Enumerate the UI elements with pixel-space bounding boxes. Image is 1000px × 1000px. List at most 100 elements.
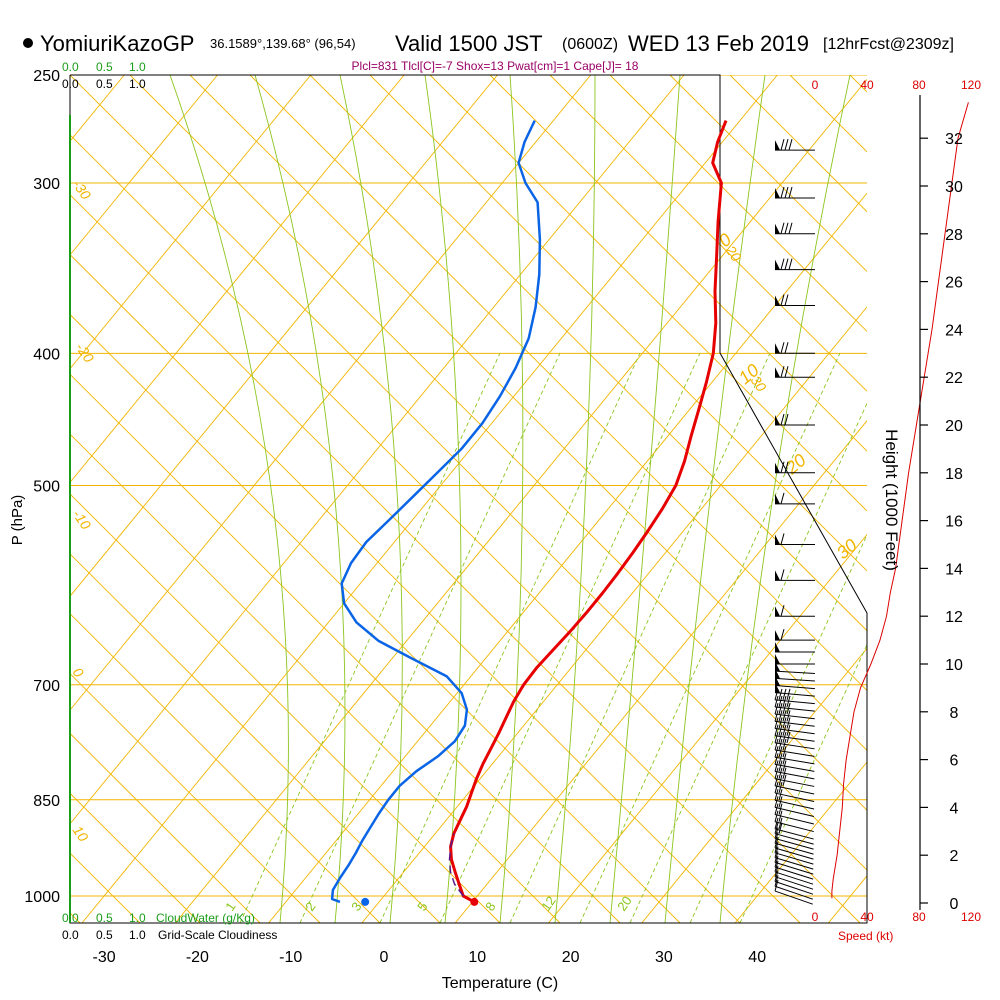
isotherm-line <box>70 75 218 256</box>
valid-date: WED 13 Feb 2019 <box>628 31 809 56</box>
temperature-tick-label: 0 <box>380 949 389 966</box>
wind-barb-feather <box>778 703 783 715</box>
wind-barb-staff <box>774 771 815 780</box>
wind-barb-feather <box>774 774 779 787</box>
wind-barb-feather <box>780 342 785 354</box>
dry-adiabat-label: 20 <box>781 450 810 479</box>
dry-adiabat-line <box>970 75 1000 923</box>
wind-barb-feather <box>780 258 785 270</box>
mixing-ratio-line <box>689 533 867 923</box>
wind-barb-flag <box>775 606 780 617</box>
wind-barb-feather <box>780 366 785 378</box>
wind-barb-feather <box>774 703 779 715</box>
wind-barb-feather <box>778 731 783 744</box>
speed-profile-line <box>831 102 969 899</box>
valid-zulu: (0600Z) <box>562 36 618 53</box>
dry-adiabat-label: -10 <box>70 507 95 533</box>
surface-dewpoint-point <box>361 897 370 906</box>
height-tick-label: 26 <box>945 275 963 292</box>
moist-adiabat-line <box>499 75 524 923</box>
wind-barb-feather <box>774 822 779 834</box>
speed-tick-label-bottom: 120 <box>961 910 981 924</box>
speed-tick-label-top: 80 <box>912 78 926 92</box>
wind-barb-staff <box>774 756 815 765</box>
mixing-ratio-line <box>629 402 867 923</box>
surface-temperature-point <box>470 897 479 906</box>
height-tick-label: 28 <box>945 227 963 244</box>
station-name: YomiuriKazoGP <box>40 31 194 56</box>
speed-tick-label-top: 120 <box>961 78 981 92</box>
dry-adiabat-line <box>70 553 441 923</box>
wind-barb-feather <box>774 767 779 779</box>
y-axis-label: P (hPa) <box>9 495 26 546</box>
dry-adiabat-line <box>429 75 867 512</box>
speed-tick-label-top: 0 <box>812 78 819 92</box>
wind-barb <box>775 533 815 545</box>
speed-axis-label: Speed (kt) <box>838 929 893 943</box>
mixing-ratio-line <box>299 352 561 923</box>
mixing-ratio-line <box>579 352 841 923</box>
height-tick-label: 20 <box>945 418 963 435</box>
temperature-tick-label: 30 <box>655 949 673 966</box>
moist-adiabat-line <box>339 75 403 923</box>
dry-adiabat-line <box>729 75 867 213</box>
wind-speed-profile <box>831 102 969 899</box>
cloudwater-tick-label-bottom: 0.5 <box>96 911 113 925</box>
wind-barb-feather <box>780 222 785 234</box>
wind-barb-feather <box>778 746 783 758</box>
mixing-ratio-label: 2 <box>302 899 318 914</box>
wind-barb <box>774 661 815 675</box>
height-tick-label: 18 <box>945 466 963 483</box>
wind-barb-feather <box>774 789 779 801</box>
mixing-ratio-label: 8 <box>482 899 498 914</box>
valid-time: Valid 1500 JST <box>395 31 543 56</box>
wind-barb <box>774 774 815 795</box>
wind-barb-staff <box>774 692 815 697</box>
wind-barb-staff <box>774 866 814 880</box>
wind-barb-staff <box>774 713 815 720</box>
mixing-ratio-line <box>379 352 641 923</box>
isotherm-line <box>268 192 867 923</box>
wind-barb-staff <box>774 792 815 802</box>
wind-barbs <box>774 139 815 905</box>
wind-barb-staff <box>774 670 815 675</box>
dry-adiabat-label: 10 <box>70 823 92 845</box>
height-tick-label: 22 <box>945 370 963 387</box>
cloudiness-tick-label-bottom: 0.5 <box>96 928 113 942</box>
speed-tick-label-bottom: 0 <box>812 910 819 924</box>
parcel-path-line <box>448 833 464 897</box>
temperature-tick-label: -10 <box>279 949 302 966</box>
wind-barb-feather <box>782 695 787 708</box>
stability-indices: Plcl=831 Tlcl[C]=-7 Shox=13 Pwat[cm]=1 C… <box>352 59 639 73</box>
wind-barb <box>775 222 815 235</box>
cloudiness-tick-label-bottom: 1.0 <box>129 928 146 942</box>
cloudiness-tick-label-bottom: 0.0 <box>62 928 79 942</box>
sounding-profiles <box>330 120 728 906</box>
wind-barb-staff <box>774 763 815 772</box>
height-tick-label: 30 <box>945 179 963 196</box>
wind-barb-feather <box>780 413 785 426</box>
cloudwater-tick-label-top: 1.0 <box>129 60 146 74</box>
isotherm-line <box>548 533 867 923</box>
isotherm-line <box>70 75 312 370</box>
wind-barb-staff <box>774 847 814 860</box>
wind-barb-feather <box>774 724 779 736</box>
wind-barb-feather <box>774 695 779 708</box>
wind-barb-feather <box>780 186 785 199</box>
dry-adiabat-line <box>249 75 867 692</box>
wind-barb <box>774 760 815 780</box>
height-tick-label: 2 <box>950 848 959 865</box>
cloudiness-tick-label-top: 0.0 <box>62 77 79 91</box>
dry-adiabat-line <box>849 75 867 93</box>
wind-barb-feather <box>778 724 783 736</box>
dry-adiabat-line <box>70 253 741 923</box>
height-tick-label: 6 <box>950 753 959 770</box>
wind-barb-flag <box>775 642 780 653</box>
pressure-tick-label: 300 <box>33 176 60 193</box>
wind-barb-feather <box>784 413 789 426</box>
wind-barb <box>774 767 815 787</box>
dry-adiabat-line <box>489 75 867 452</box>
wind-barb-flag <box>775 415 780 425</box>
wind-barb <box>774 781 815 802</box>
moist-adiabat-line <box>169 75 289 923</box>
